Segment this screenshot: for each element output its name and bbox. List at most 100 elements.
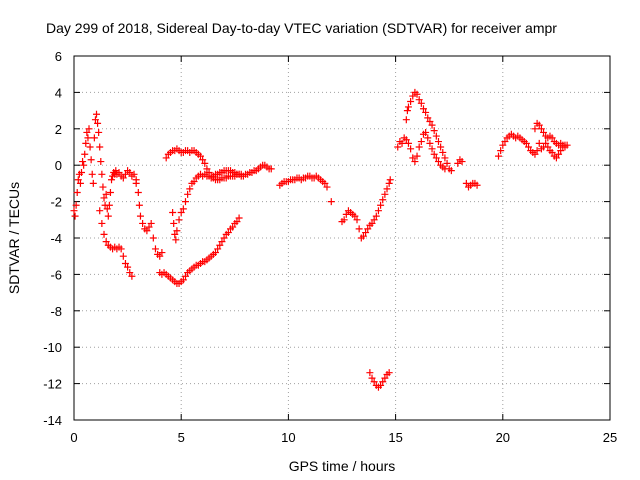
data-point [97,158,105,166]
data-point [413,152,421,160]
data-point [424,114,432,122]
data-point [224,229,232,237]
y-tick-label: -2 [50,195,62,210]
data-point [415,96,423,104]
data-point [422,128,430,136]
data-point [531,150,539,158]
data-point [473,181,481,189]
data-point [102,238,110,246]
data-point [407,145,415,153]
data-point [398,139,406,147]
data-point [340,216,348,224]
data-point [540,128,548,136]
data-point [121,170,129,178]
data-point [386,176,394,184]
data-point [91,116,99,124]
data-point [126,269,134,277]
data-point [96,207,104,215]
data-point [179,205,187,213]
data-point [130,170,138,178]
data-point [419,105,427,113]
data-point [119,252,127,260]
data-point [171,230,179,238]
data-point [443,159,451,167]
data-point [177,209,185,217]
data-point [411,158,419,166]
data-point [82,139,90,147]
y-tick-label: -14 [43,413,62,428]
data-point [98,219,106,227]
data-point [78,168,86,176]
data-point [162,154,170,162]
data-point [437,143,445,151]
data-point [175,216,183,224]
data-point [385,369,393,377]
data-point [83,128,91,136]
data-point [428,121,436,129]
data-point [501,138,509,146]
data-point [105,201,113,209]
data-point [432,154,440,162]
data-point [143,227,151,235]
data-point [434,158,442,166]
data-point [181,272,189,280]
data-point [74,176,82,184]
data-point [102,190,110,198]
data-point [115,168,123,176]
data-point [544,143,552,151]
data-point [355,225,363,233]
data-point [535,121,543,129]
data-point [139,219,147,227]
data-point [409,92,417,100]
data-point [88,170,96,178]
data-point [179,276,187,284]
data-point [104,212,112,220]
data-point [220,234,228,242]
y-tick-label: 6 [55,49,62,64]
data-point [362,229,370,237]
data-point [353,216,361,224]
data-point [237,170,245,178]
data-point [407,98,415,105]
series-hour20 [495,130,543,160]
data-point [96,143,104,151]
data-point [149,234,157,242]
data-point [366,369,374,377]
data-points [70,88,571,391]
data-point [327,198,335,206]
chart-title: Day 299 of 2018, Sidereal Day-to-day VTE… [46,20,557,36]
data-point [522,139,530,147]
data-point [370,378,378,386]
series-early-dip [96,207,136,280]
data-point [552,154,560,162]
data-point [170,219,178,227]
data-point [439,148,447,156]
data-point [181,198,189,206]
data-point [135,201,143,209]
data-point [267,165,275,173]
data-point [235,214,243,222]
x-tick-label: 10 [281,430,295,445]
data-point [124,263,132,271]
y-tick-label: 0 [55,158,62,173]
data-point [73,189,81,196]
series-hour16-lower [402,128,449,173]
data-point [108,176,116,184]
data-point [90,134,98,142]
data-point [542,139,550,147]
x-tick-label: 0 [70,430,77,445]
data-point [368,374,376,382]
data-point [404,139,412,147]
data-point [385,179,393,187]
y-tick-label: -6 [50,267,62,282]
data-point [370,216,378,224]
data-point [462,179,470,187]
series-hour4-bump [162,145,245,184]
data-point [377,201,385,209]
data-point [81,150,89,158]
data-point [424,134,432,142]
data-point [403,107,411,115]
data-point [379,196,387,204]
